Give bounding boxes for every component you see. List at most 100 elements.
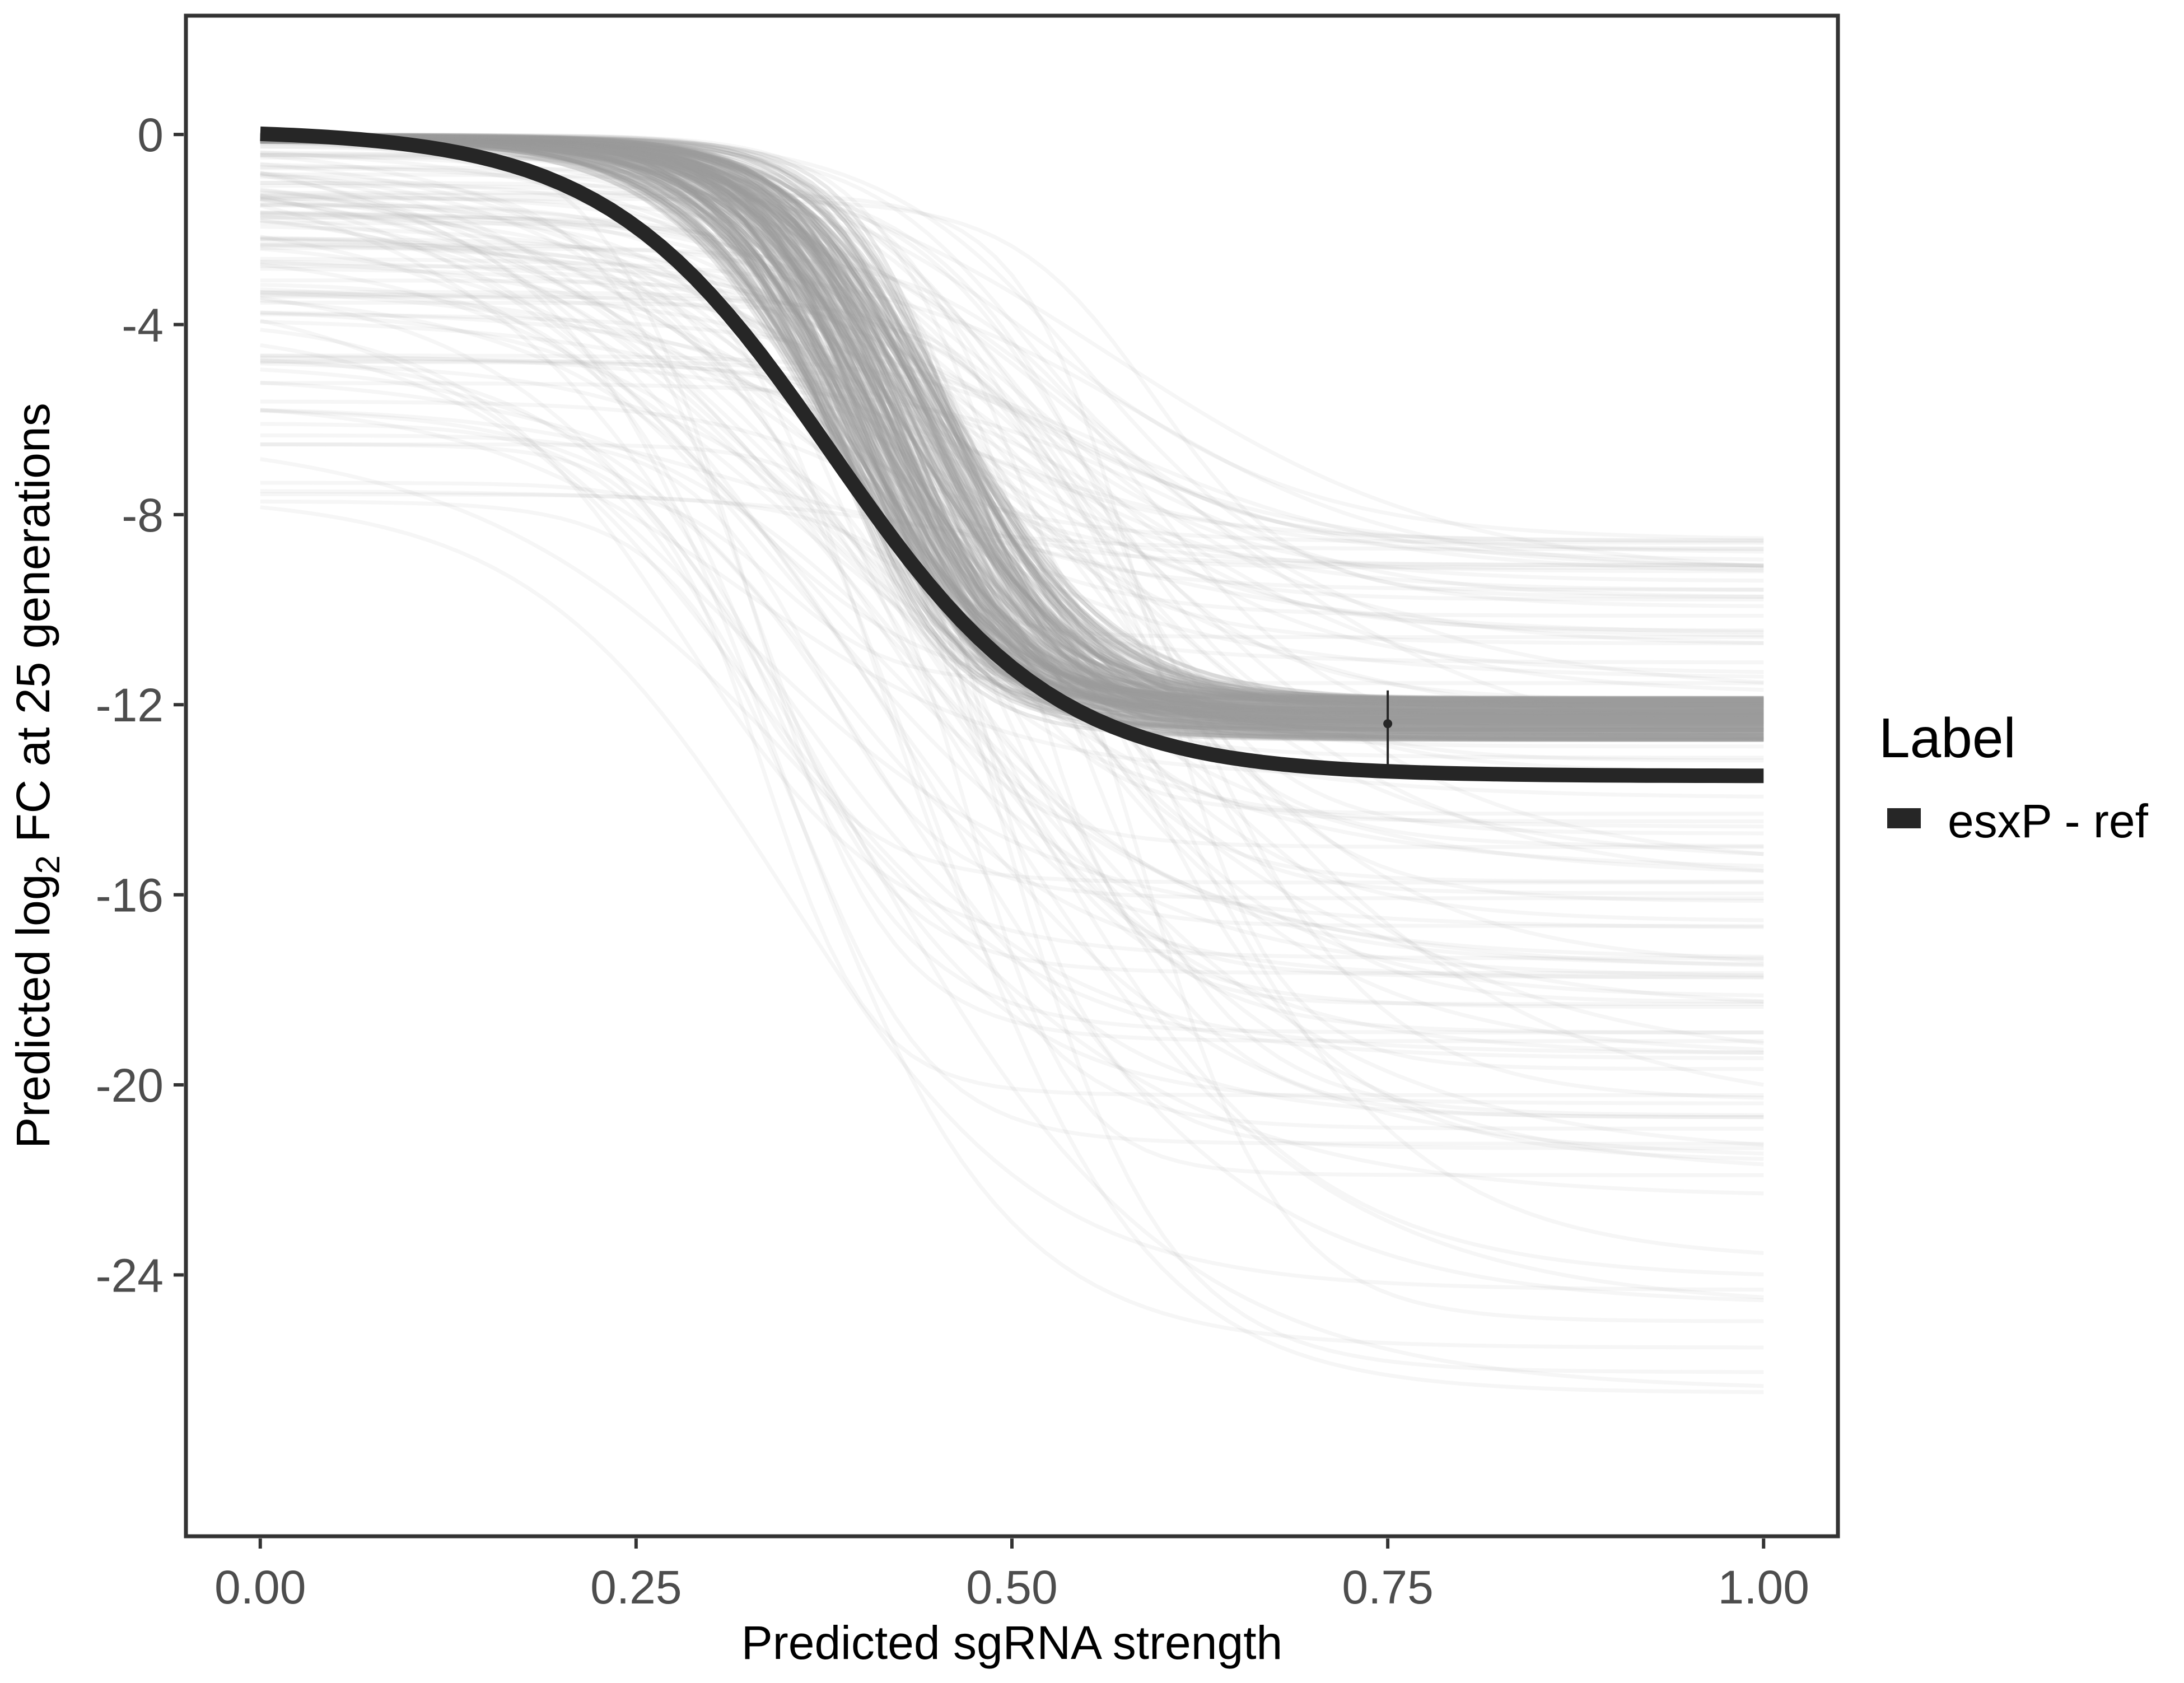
posterior-draw-line <box>260 290 1764 1046</box>
posterior-draw-line <box>260 138 1764 633</box>
posterior-draw-line <box>260 135 1764 723</box>
posterior-draw-line <box>260 138 1764 725</box>
posterior-draw-line <box>260 134 1764 722</box>
posterior-draw-line <box>260 139 1764 724</box>
posterior-draw-line <box>260 180 1764 1009</box>
highlight-series-line-esxp-ref <box>260 126 1764 784</box>
posterior-draw-line <box>260 359 1764 1323</box>
posterior-draw-line <box>260 136 1764 705</box>
posterior-draw-line <box>260 134 1764 742</box>
posterior-draw-line <box>260 133 1764 742</box>
posterior-draw-line <box>260 361 1764 1276</box>
posterior-draw-line <box>260 457 1764 1196</box>
posterior-draw-line <box>260 133 1764 738</box>
posterior-draw-line <box>260 134 1764 711</box>
posterior-draw-line <box>260 134 1764 738</box>
posterior-draw-line <box>260 135 1764 724</box>
posterior-draw-line <box>260 290 1764 903</box>
posterior-draw-line <box>260 137 1764 719</box>
posterior-draw-line <box>260 136 1764 703</box>
posterior-draw-line <box>260 137 1764 640</box>
posterior-draw-line <box>260 134 1764 708</box>
posterior-draw-line <box>260 197 1764 545</box>
posterior-draw-line <box>260 312 1764 568</box>
posterior-draw-line <box>260 139 1764 722</box>
posterior-draw-line <box>260 287 1764 562</box>
posterior-draw-line <box>259 203 1764 1388</box>
posterior-draw-line <box>260 139 1764 711</box>
posterior-draw-line <box>260 139 1764 726</box>
posterior-draw-line <box>260 356 1764 692</box>
posterior-draw-line <box>260 138 1764 725</box>
x-tick-label: 0.75 <box>1342 1561 1434 1614</box>
posterior-draw-line <box>260 133 1764 702</box>
posterior-draw-line <box>260 139 1764 715</box>
posterior-draw-line <box>260 134 1764 701</box>
posterior-draw-line <box>260 137 1764 720</box>
posterior-draw-line <box>260 136 1764 733</box>
posterior-draw-line <box>260 433 1764 901</box>
posterior-draw-line <box>260 138 1764 729</box>
posterior-draw-line <box>260 134 1764 708</box>
posterior-draw-line <box>260 139 1764 733</box>
posterior-draw-line <box>260 139 1764 716</box>
posterior-draw-line <box>260 138 1764 716</box>
posterior-draw-line <box>260 137 1764 708</box>
posterior-draw-line <box>260 132 1764 730</box>
y-tick-label: -16 <box>96 869 164 922</box>
posterior-draw-line <box>260 295 1764 836</box>
posterior-draw-line <box>260 153 1764 1055</box>
posterior-draw-line <box>260 139 1764 705</box>
posterior-draw-line <box>260 283 1764 1034</box>
posterior-draw-line <box>260 136 1764 701</box>
y-tick-label: 0 <box>137 109 164 161</box>
posterior-draw-line <box>260 133 1764 730</box>
posterior-draw-line <box>260 358 1764 1106</box>
posterior-draw-line <box>260 139 1764 733</box>
posterior-draw-line <box>260 133 1764 717</box>
posterior-draw-line <box>260 134 1764 724</box>
posterior-draw-line <box>260 399 1764 618</box>
posterior-draw-line <box>260 134 1764 731</box>
posterior-draw-line <box>260 296 1764 1055</box>
posterior-draw-line <box>260 144 1764 928</box>
posterior-draw-line <box>260 187 1764 873</box>
y-axis-label-subscript: 2 <box>29 855 67 874</box>
posterior-draw-line <box>260 139 1764 703</box>
posterior-draw-line <box>260 134 1764 738</box>
posterior-draw-line <box>260 133 1764 708</box>
y-tick-label: -8 <box>122 489 164 542</box>
posterior-draw-line <box>260 422 1764 885</box>
legend-title: Label <box>1879 707 2016 770</box>
posterior-draw-line <box>260 134 1764 1117</box>
posterior-draw-line <box>260 260 1764 1052</box>
posterior-draw-line <box>260 135 1764 709</box>
posterior-draw-line <box>260 197 1764 679</box>
y-tick-label: -20 <box>96 1059 164 1112</box>
posterior-draw-line <box>260 134 1764 712</box>
posterior-draw-line <box>260 133 1764 717</box>
y-axis: 0 -4 -8 -12 -16 -20 -24 <box>96 109 184 1302</box>
posterior-draw-line <box>260 140 1764 711</box>
posterior-draw-line <box>260 134 1764 703</box>
posterior-draw-line <box>260 135 1764 742</box>
x-tick-label: 1.00 <box>1718 1561 1810 1614</box>
posterior-draw-line <box>260 409 1764 1120</box>
posterior-draw-line <box>260 133 1764 979</box>
posterior-draw-line <box>260 492 1764 1119</box>
posterior-draw-line <box>260 136 1764 713</box>
posterior-draw-line <box>260 139 1764 710</box>
posterior-draw-line <box>260 353 1764 551</box>
y-tick-label: -4 <box>122 299 164 351</box>
posterior-draw-line <box>260 135 1764 738</box>
posterior-draw-line <box>260 134 1764 702</box>
posterior-draw-line <box>260 135 1764 706</box>
posterior-draw-line <box>260 505 1764 1292</box>
posterior-draw-line <box>260 210 1764 1255</box>
posterior-draw-line <box>260 137 1764 733</box>
posterior-draw-line <box>260 138 1764 707</box>
posterior-draw-line <box>260 211 1764 963</box>
posterior-draw-line <box>260 138 1764 715</box>
posterior-draw-line <box>260 150 1764 1087</box>
posterior-draw-line <box>260 134 1764 720</box>
